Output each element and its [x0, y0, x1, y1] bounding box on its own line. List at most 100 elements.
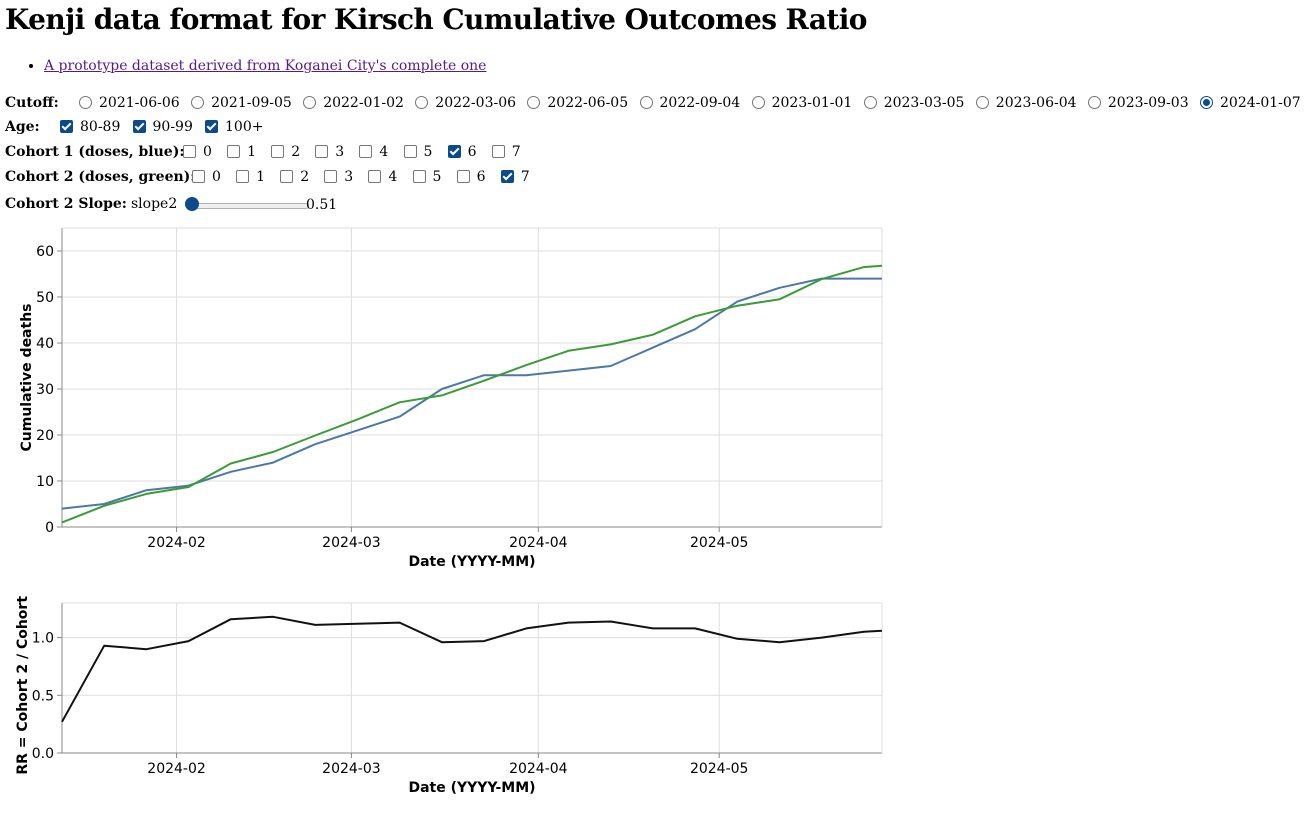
cutoff-option-label: 2021-06-06: [99, 95, 180, 111]
cutoff-option-label: 2023-09-03: [1107, 95, 1189, 111]
cohort1-option-label: 3: [335, 144, 345, 160]
cohort1-option-2[interactable]: 2: [271, 141, 300, 163]
cohort2-checkbox[interactable]: [412, 169, 426, 183]
cohort1-option-3[interactable]: 3: [315, 141, 344, 163]
cohort2-option-6[interactable]: 6: [456, 166, 486, 188]
cutoff-option-20230604[interactable]: 2023-06-04: [975, 92, 1077, 114]
cutoff-radio[interactable]: [975, 95, 989, 109]
cohort2-option-label: 5: [432, 169, 442, 185]
age-option-label: 90-99: [152, 119, 193, 135]
slope-slider-thumb[interactable]: [185, 197, 199, 211]
cutoff-radio[interactable]: [79, 95, 92, 109]
y-axis-title: RR = Cohort 2 / Cohort 1: [15, 592, 31, 775]
cutoff-radio[interactable]: [639, 95, 653, 109]
cohort2-checkbox[interactable]: [456, 169, 470, 183]
cutoff-radio[interactable]: [1200, 95, 1213, 109]
cohort1-option-7[interactable]: 7: [491, 141, 521, 163]
cutoff-radio[interactable]: [527, 95, 541, 109]
y-tick-label: 30: [36, 382, 54, 398]
cohort2-option-7[interactable]: 7: [500, 166, 530, 188]
slope-slider-track[interactable]: [188, 203, 309, 209]
cohort1-checkbox[interactable]: [403, 144, 417, 158]
cohort1-checkbox[interactable]: [359, 144, 373, 158]
x-axis-title: Date (YYYY-MM): [408, 780, 535, 796]
y-axis-title: Cumulative deaths: [19, 304, 35, 452]
cohort1-option-label: 6: [467, 144, 477, 160]
ratio-chart: 0.0 0.5 1.0 2024-02 2024-03 2024-04 2024-05 Dat…: [15, 592, 883, 796]
cohort2-checkbox[interactable]: [368, 169, 382, 183]
dataset-link[interactable]: A prototype dataset derived from Koganei…: [44, 58, 487, 74]
cohort2-checkbox[interactable]: [280, 169, 294, 183]
cutoff-radio[interactable]: [415, 95, 429, 109]
cohort2-checkbox[interactable]: [236, 169, 250, 183]
cohort2-option-5[interactable]: 5: [412, 166, 442, 188]
age-option-100+[interactable]: 100+: [205, 116, 263, 138]
age-label: Age:: [5, 119, 40, 135]
y-tick-label: 0.5: [32, 688, 54, 704]
cutoff-option-label: 2023-06-04: [995, 95, 1077, 111]
series-line-2: [61, 264, 883, 524]
cohort1-checkbox[interactable]: [183, 144, 196, 158]
cohort2-option-3[interactable]: 3: [324, 166, 353, 188]
cohort1-option-1[interactable]: 1: [227, 141, 256, 163]
age-option-8089[interactable]: 80-89: [60, 116, 120, 138]
cutoff-option-20230903[interactable]: 2023-09-03: [1087, 92, 1189, 114]
age-option-9099[interactable]: 90-99: [132, 116, 193, 138]
cutoff-option-label: 2024-01-07: [1220, 95, 1301, 111]
cohort1-option-0[interactable]: 0: [183, 141, 212, 163]
x-tick-label: 2024-05: [690, 535, 749, 551]
cohort2-option-1[interactable]: 1: [236, 166, 265, 188]
cohort2-option-label: 4: [388, 169, 398, 185]
cutoff-radio[interactable]: [191, 95, 205, 109]
cutoff-option-20210905[interactable]: 2021-09-05: [191, 92, 292, 114]
cutoff-radio[interactable]: [863, 95, 877, 109]
cutoff-option-label: 2023-01-01: [771, 95, 853, 111]
cohort1-checkbox[interactable]: [271, 144, 285, 158]
cohort2-checkbox[interactable]: [192, 169, 205, 183]
cohort1-checkbox[interactable]: [491, 144, 505, 158]
y-tick-label: 60: [36, 244, 54, 260]
series-line-1: [61, 615, 883, 723]
age-checkbox[interactable]: [132, 119, 146, 133]
cohort1-checkbox[interactable]: [315, 144, 329, 158]
cohort2-option-label: 1: [256, 169, 266, 185]
cutoff-option-20240107[interactable]: 2024-01-07: [1200, 92, 1301, 114]
cutoff-option-20220102[interactable]: 2022-01-02: [303, 92, 404, 114]
cutoff-radio[interactable]: [751, 95, 765, 109]
cutoff-option-20220904[interactable]: 2022-09-04: [639, 92, 741, 114]
cutoff-radio[interactable]: [1087, 95, 1101, 109]
y-tick-label: 50: [36, 290, 54, 306]
cohort1-option-4[interactable]: 4: [359, 141, 388, 163]
cumulative-deaths-chart: 0 10 20 30 40 50 60 2024-02 2024-03 2024-04 2024-0…: [19, 227, 883, 570]
cutoff-option-label: 2023-03-05: [883, 95, 965, 111]
cutoff-label: Cutoff:: [5, 95, 59, 111]
age-checkbox[interactable]: [60, 119, 73, 133]
cutoff-option-label: 2022-09-04: [659, 95, 741, 111]
cohort1-checkbox[interactable]: [227, 144, 241, 158]
slope-row: Cohort 2 Slope: slope2 0.51: [5, 193, 365, 215]
cohort2-option-0[interactable]: 0: [192, 166, 221, 188]
cutoff-option-label: 2021-09-05: [211, 95, 292, 111]
cutoff-option-20220306[interactable]: 2022-03-06: [415, 92, 516, 114]
cohort1-option-6[interactable]: 6: [447, 141, 477, 163]
cohort2-checkbox[interactable]: [500, 169, 514, 183]
cutoff-option-20230101[interactable]: 2023-01-01: [751, 92, 853, 114]
cutoff-radio[interactable]: [303, 95, 317, 109]
cohort1-option-label: 0: [203, 144, 212, 160]
y-tick-label: 20: [36, 428, 54, 444]
cohort2-option-4[interactable]: 4: [368, 166, 397, 188]
cohort2-checkbox[interactable]: [324, 169, 338, 183]
cohort2-option-label: 6: [476, 169, 486, 185]
cohort1-checkbox[interactable]: [447, 144, 461, 158]
x-tick-label: 2024-04: [509, 535, 568, 551]
x-tick-label: 2024-04: [509, 761, 568, 777]
cutoff-option-20210606[interactable]: 2021-06-06: [79, 92, 180, 114]
slope-value: 0.51: [306, 197, 338, 213]
age-row: Age: 80-89 90-99 100+: [5, 116, 263, 138]
cohort2-option-2[interactable]: 2: [280, 166, 309, 188]
cutoff-option-20230305[interactable]: 2023-03-05: [863, 92, 965, 114]
age-checkbox[interactable]: [205, 119, 218, 133]
cohort1-option-5[interactable]: 5: [403, 141, 432, 163]
cohort2-option-label: 7: [520, 169, 530, 185]
cutoff-option-20220605[interactable]: 2022-06-05: [527, 92, 628, 114]
